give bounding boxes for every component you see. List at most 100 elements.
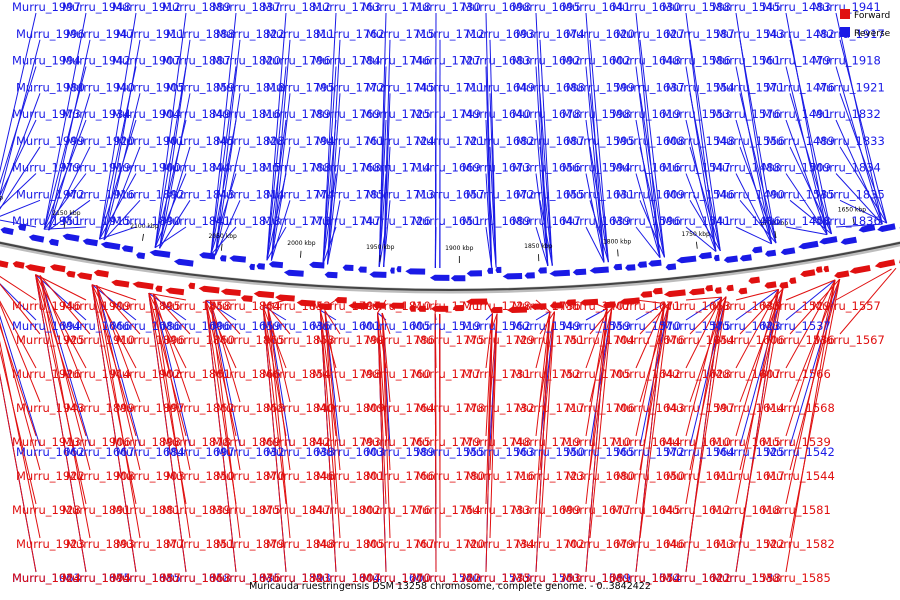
reverse-gene-leader (96, 285, 141, 447)
reverse-gene-leader (785, 119, 828, 235)
forward-gene-leader (96, 285, 141, 471)
forward-gene-feature (296, 299, 316, 307)
reverse-gene-feature (665, 263, 677, 271)
reverse-gene-label: Murru_1533 (712, 571, 781, 585)
forward-gene-leader (0, 340, 41, 539)
forward-gene-feature (490, 306, 503, 314)
forward-gene-leader (381, 312, 391, 335)
forward-gene-leader (0, 321, 41, 471)
reverse-gene-leader (266, 12, 287, 261)
reverse-gene-label: Murru_1603 (316, 445, 385, 459)
forward-gene-label: Murru_1839 (162, 503, 231, 517)
forward-gene-leader (685, 296, 723, 369)
forward-gene-leader (0, 373, 37, 573)
forward-gene-leader (39, 275, 91, 539)
forward-gene-label: Murru_1897 (116, 401, 185, 415)
reverse-gene-label: Murru_1525 (716, 445, 785, 459)
forward-gene-label: Murru_1710 (562, 435, 631, 449)
backbone-shadow (0, 241, 900, 294)
forward-gene-feature (726, 284, 734, 292)
genome-backbone (0, 241, 900, 294)
forward-gene-label: Murru_1779 (412, 435, 481, 449)
reverse-gene-leader (485, 119, 493, 268)
forward-gene-feature (275, 294, 295, 302)
reverse-gene-label: Murru_1822 (216, 27, 285, 41)
reverse-gene-feature (369, 271, 387, 278)
reverse-gene-leader (159, 146, 191, 249)
forward-gene-label: Murru_1865 (216, 333, 285, 347)
forward-gene-label: Murru_1628 (662, 367, 731, 381)
forward-gene-leader (739, 288, 784, 335)
reverse-gene-leader (639, 39, 665, 258)
reverse-gene-label: Murru_1841 (162, 214, 231, 228)
reverse-gene-leader (154, 66, 187, 248)
reverse-gene-label: Murru_1915 (62, 214, 131, 228)
reverse-gene-leader (43, 119, 87, 230)
reverse-gene-label: Murru_1675 (62, 571, 131, 585)
forward-gene-feature (25, 264, 46, 273)
reverse-gene-label: Murru_1789 (262, 107, 331, 121)
reverse-gene-label: Murru_1683 (462, 54, 531, 68)
forward-gene-label: Murru_1801 (316, 469, 385, 483)
reverse-gene-leader (327, 39, 341, 265)
forward-gene-leader (39, 275, 91, 403)
tick-label: 2200 kbp (0, 195, 3, 202)
reverse-gene-label: Murru_1919 (62, 161, 131, 175)
forward-gene-label: Murru_1862 (166, 401, 235, 415)
reverse-gene-label: Murru_1785 (316, 187, 385, 201)
forward-gene-leader (267, 306, 291, 335)
reverse-gene-label: Murru_1820 (212, 54, 281, 68)
reverse-gene-feature (676, 255, 697, 264)
forward-gene-leader (535, 311, 551, 573)
reverse-gene-leader (154, 119, 187, 248)
reverse-gene-leader (209, 300, 241, 447)
reverse-gene-leader (739, 39, 777, 244)
reverse-gene-label: Murru_1572 (616, 445, 685, 459)
reverse-gene-feature (62, 233, 80, 242)
forward-gene-label: Murru_1748 (462, 435, 531, 449)
forward-gene-label: Murru_1767 (366, 537, 435, 551)
reverse-gene-leader (489, 200, 497, 268)
reverse-gene-label: Murru_1832 (812, 107, 881, 121)
reverse-gene-label: Murru_1550 (516, 445, 585, 459)
tick-label: 2100 kbp (130, 223, 158, 230)
reverse-gene-leader (322, 66, 337, 265)
reverse-gene-label: Murru_1648 (612, 54, 681, 68)
reverse-gene-label: Murru_1693 (466, 27, 535, 41)
forward-gene-label: Murru_1617 (716, 469, 785, 483)
reverse-gene-leader (839, 93, 888, 224)
reverse-gene-label: Murru_1814 (216, 187, 285, 201)
forward-gene-leader (324, 310, 341, 471)
reverse-gene-leader (99, 119, 137, 240)
forward-gene-leader (635, 299, 665, 304)
forward-gene-feature (579, 298, 599, 306)
forward-gene-label: Murru_1891 (62, 503, 131, 517)
forward-gene-leader (839, 267, 897, 335)
reverse-gene-label: Murru_1815 (212, 161, 281, 175)
forward-gene-label: Murru_1702 (516, 537, 585, 551)
forward-gene-leader (735, 289, 779, 505)
reverse-gene-feature (780, 247, 796, 255)
forward-gene-feature (453, 305, 464, 312)
forward-gene-feature (603, 301, 616, 309)
reverse-gene-label: Murru_1641 (562, 0, 631, 14)
forward-gene-feature (549, 302, 563, 309)
reverse-gene-leader (210, 12, 237, 255)
reverse-gene-label: Murru_1997 (12, 0, 81, 14)
forward-gene-label: Murru_1926 (12, 367, 81, 381)
reverse-gene-leader (635, 226, 661, 259)
reverse-gene-leader (685, 12, 717, 252)
reverse-gene-feature (549, 269, 570, 277)
reverse-gene-leader (589, 93, 609, 263)
forward-gene-leader (585, 308, 608, 369)
forward-gene-label: Murru_1775 (416, 333, 485, 347)
reverse-gene-feature (268, 261, 284, 269)
tick-label: 1750 kbp (682, 231, 710, 238)
forward-gene-label: Murru_1582 (766, 537, 835, 551)
forward-gene-label: Murru_1764 (366, 401, 435, 415)
reverse-gene-label: Murru_1630 (612, 0, 681, 14)
forward-gene-label: Murru_1805 (316, 537, 385, 551)
forward-gene-leader (39, 275, 91, 335)
forward-gene-leader (639, 302, 670, 539)
